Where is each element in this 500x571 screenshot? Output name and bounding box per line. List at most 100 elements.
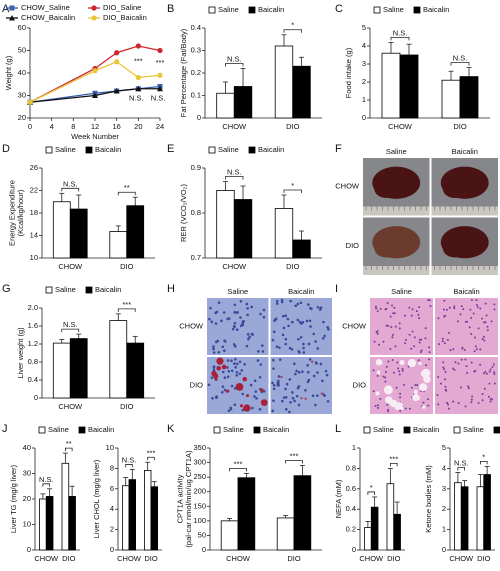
nucleus [479, 363, 482, 366]
nucleus [253, 379, 257, 383]
nucleus [399, 409, 402, 412]
y-axis-label: (Kcal/kg/hour) [16, 189, 25, 236]
nucleus [413, 336, 416, 339]
nucleus [299, 301, 303, 305]
liver-lobe [374, 239, 399, 258]
nucleus [262, 315, 266, 319]
nucleus [385, 307, 388, 310]
significance-label: N.S. [63, 179, 78, 188]
x-tick-label: CHOW [449, 554, 474, 563]
nucleus [401, 369, 404, 372]
nucleus [214, 340, 218, 344]
legend-swatch [253, 426, 261, 434]
bar [52, 342, 71, 399]
nucleus [457, 401, 460, 404]
bar [61, 462, 70, 551]
nucleus [315, 362, 318, 365]
vacuole [418, 361, 422, 366]
x-tick-label: DIO [453, 122, 467, 131]
nucleus [233, 344, 237, 348]
nucleus [427, 358, 430, 361]
y-axis-label: Weight (g) [4, 55, 13, 90]
nucleus [444, 370, 447, 373]
nucleus [376, 332, 379, 335]
nucleus [245, 302, 249, 306]
nucleus [212, 351, 216, 354]
nucleus [382, 375, 385, 378]
lipid-droplet [280, 375, 283, 379]
nucleus [222, 311, 226, 314]
x-tick-label: DIO [62, 554, 76, 563]
nucleus [404, 314, 407, 317]
nucleus [410, 314, 413, 317]
x-tick-label: DIO [287, 554, 301, 563]
significance-label: N.S. [63, 320, 78, 329]
nucleus [271, 409, 275, 413]
row-label: DIO [346, 241, 360, 250]
nucleus [491, 365, 494, 368]
nucleus [212, 347, 215, 351]
x-tick-label: CHOW [388, 122, 413, 131]
legend-swatch [208, 6, 216, 14]
y-tick-label: 2 [110, 525, 114, 534]
nucleus [403, 383, 406, 386]
nucleus [376, 310, 379, 313]
lipid-droplet [235, 383, 244, 391]
nucleus [479, 348, 482, 351]
row-label: CHOW [179, 321, 204, 330]
nucleus [241, 323, 245, 327]
y-axis-label: Liver TG (mg/g liver) [9, 464, 18, 533]
row-label: DIO [353, 380, 367, 389]
nucleus [226, 366, 229, 369]
lipid-droplet [304, 397, 307, 400]
nucleus [272, 330, 276, 334]
column-label: Baicalin [453, 287, 479, 296]
nucleus [389, 347, 392, 350]
ruler [431, 266, 498, 275]
nucleus [280, 399, 284, 403]
y-tick-label: 0 [442, 545, 446, 554]
nucleus [295, 369, 298, 373]
nucleus [294, 372, 297, 376]
marker [92, 92, 98, 98]
nucleus [485, 372, 488, 375]
nucleus [291, 391, 294, 394]
x-tick-label: DIO [286, 122, 300, 131]
nucleus [275, 345, 279, 348]
column-label: Saline [386, 147, 407, 156]
legend-label: Baicalin [413, 425, 439, 434]
significance-label: * [291, 21, 294, 30]
y-tick-label: 0.3 [191, 45, 201, 54]
nucleus [469, 308, 472, 311]
y-tick-label: 0.9 [191, 163, 201, 172]
nucleus [436, 393, 439, 396]
nucleus [475, 348, 478, 351]
nucleus [444, 314, 447, 317]
nucleus [248, 335, 251, 339]
nucleus [297, 337, 300, 341]
y-axis-label: RER (VCO₂/VO₂) [179, 184, 188, 242]
y-axis-label: Liver CHOL (mg/g liver) [92, 459, 101, 538]
significance-bracket [42, 483, 51, 487]
nucleus [462, 308, 465, 311]
nucleus [488, 370, 491, 373]
nucleus [484, 302, 487, 305]
y-tick-label: 14 [30, 230, 38, 239]
legend-swatch [85, 286, 93, 294]
nucleus [275, 302, 279, 305]
legend-label: Saline [218, 5, 239, 14]
nucleus [234, 365, 237, 369]
nucleus [447, 407, 450, 410]
nucleus [321, 336, 325, 340]
y-tick-label: 4 [110, 504, 114, 513]
nucleus [443, 299, 446, 302]
significance-bracket [390, 37, 410, 41]
legend-label: DIO_Saline [103, 3, 141, 12]
nucleus [232, 324, 236, 328]
y-tick-label: 18 [30, 208, 38, 217]
legend-swatch [403, 426, 411, 434]
nucleus [276, 383, 280, 387]
nucleus [417, 359, 420, 362]
significance-label: * [291, 181, 294, 190]
